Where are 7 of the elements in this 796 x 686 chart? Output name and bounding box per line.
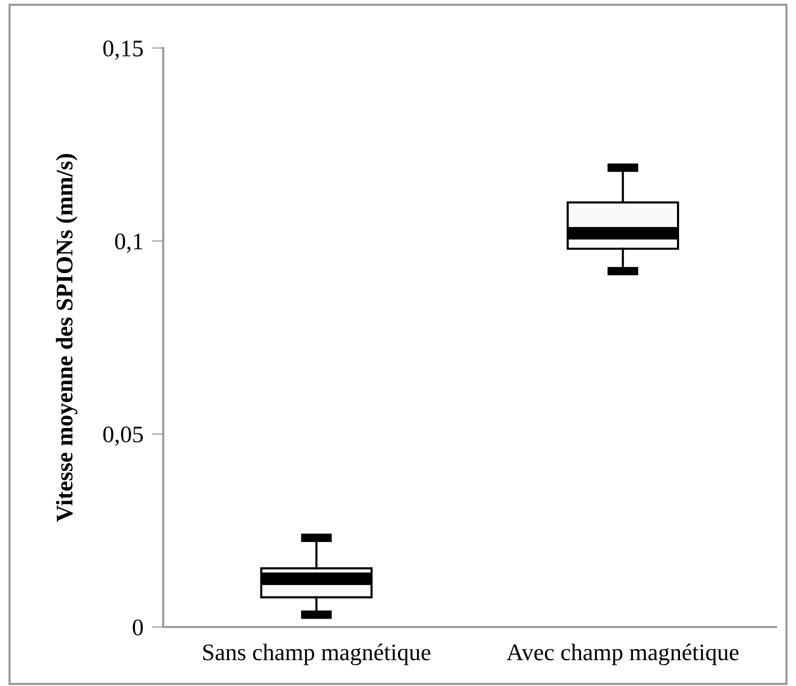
y-tick-label: 0,15 <box>103 40 143 60</box>
y-tick-label: 0,1 <box>115 234 142 253</box>
x-tick-label: Sans champ magnétique <box>203 644 430 666</box>
y-axis-title: Vitesse moyenne des SPIONs (mm/s) <box>56 154 78 522</box>
y-tick-label: 0 <box>132 619 143 636</box>
x-tick-label: Avec champ magnétique <box>506 644 739 666</box>
y-tick-label: 0,05 <box>103 426 143 446</box>
